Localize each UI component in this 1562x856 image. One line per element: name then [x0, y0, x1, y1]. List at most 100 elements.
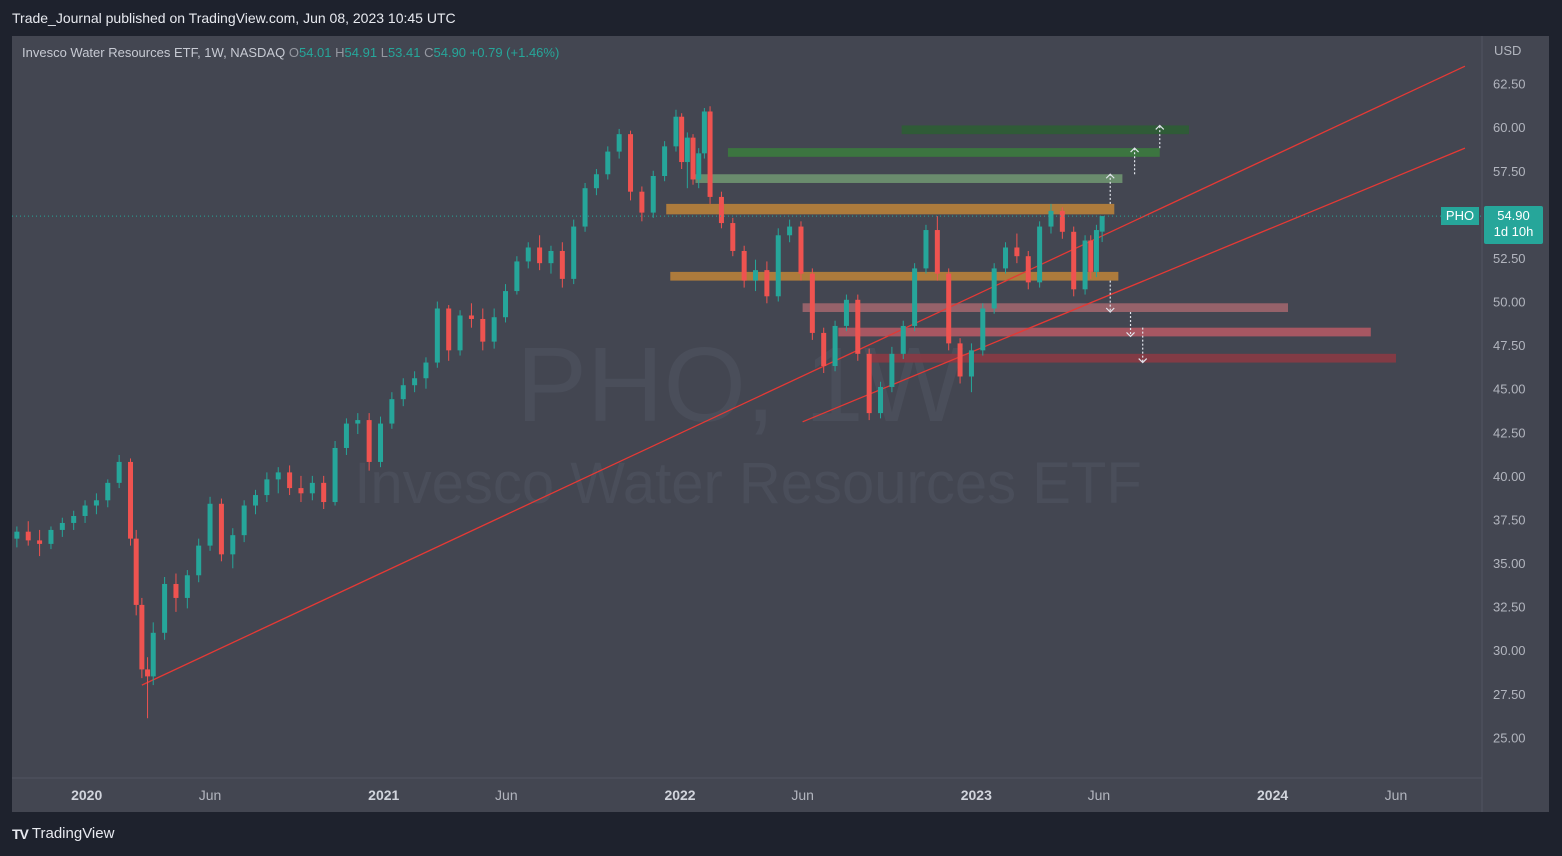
candle-body: [241, 505, 247, 536]
last-price-tag: 54.90 1d 10h: [1484, 206, 1543, 244]
candle-body: [616, 134, 622, 152]
price-axis-tick: 62.50: [1493, 77, 1526, 92]
candle-body: [173, 583, 179, 598]
time-axis-tick: Jun: [1088, 787, 1111, 803]
zones: [666, 125, 1396, 363]
candle-body: [1048, 210, 1054, 227]
candle-body: [571, 226, 577, 279]
trendline: [802, 147, 1466, 423]
candle-body: [821, 332, 827, 367]
candle-body: [218, 503, 224, 555]
candle-body: [14, 531, 20, 539]
symbol-legend: Invesco Water Resources ETF, 1W, NASDAQ …: [22, 45, 559, 61]
price-axis-tick: 52.50: [1493, 251, 1526, 266]
candle-body: [468, 315, 474, 319]
time-axis-tick: 2021: [368, 787, 399, 803]
candle-body: [378, 423, 384, 462]
change-value: +0.79 (+1.46%): [469, 45, 560, 60]
candle-body: [946, 273, 952, 344]
candle-body: [366, 420, 372, 462]
close-value: 54.90: [433, 45, 467, 60]
candle-body: [457, 315, 463, 351]
candle-body: [116, 461, 122, 483]
candle-body: [798, 226, 804, 274]
candle-body: [923, 230, 929, 269]
zone-band: [670, 271, 1119, 281]
last-price-countdown: 1d 10h: [1493, 224, 1534, 239]
candle-body: [389, 399, 395, 424]
candle-body: [968, 350, 974, 377]
candle-body: [105, 482, 111, 501]
time-axis-tick: 2023: [961, 787, 992, 803]
candle-body: [628, 134, 634, 192]
candle-body: [48, 529, 54, 544]
chart-svg[interactable]: PHO, 1W Invesco Water Resources ETF USD …: [12, 36, 1549, 812]
candle-body: [139, 604, 145, 670]
candle-body: [855, 299, 861, 354]
projection-arrow-head: [1155, 124, 1165, 130]
time-axis-tick: 2020: [71, 787, 102, 803]
low-label: L: [380, 45, 388, 60]
candle-body: [809, 273, 815, 333]
high-label: H: [335, 45, 345, 60]
candle-body: [332, 447, 338, 503]
candle-body: [287, 472, 293, 489]
candle-body: [593, 174, 599, 189]
candle-body: [298, 488, 304, 494]
candle-body: [764, 270, 770, 297]
price-axis-tick: 60.00: [1493, 120, 1526, 135]
candle-body: [128, 461, 134, 539]
candle-body: [400, 385, 406, 400]
candle-body: [355, 420, 361, 424]
price-axis-tick: 37.50: [1493, 512, 1526, 527]
candle-body: [1088, 240, 1094, 272]
candle-body: [741, 250, 747, 281]
candle-body: [343, 423, 349, 448]
zone-band: [695, 174, 1123, 183]
time-axis-tick: Jun: [495, 787, 518, 803]
candle-body: [662, 146, 668, 176]
candle-body: [321, 482, 327, 503]
candle-body: [787, 226, 793, 236]
candle-body: [1014, 247, 1020, 257]
last-price-symbol: PHO: [1445, 208, 1475, 223]
tradingview-logo-icon: TV: [12, 826, 29, 842]
time-axis-tick: 2024: [1257, 787, 1288, 803]
time-axis-tick: Jun: [791, 787, 814, 803]
candle-body: [150, 632, 156, 677]
footer-brand[interactable]: TV TradingView: [12, 820, 114, 848]
candle-body: [446, 308, 452, 351]
candle-body: [684, 137, 690, 163]
trendline: [141, 65, 1466, 686]
candle-body: [491, 317, 497, 342]
candle-body: [275, 472, 281, 480]
candle-body: [843, 299, 849, 326]
candle-body: [673, 116, 679, 147]
projection-arrow-head: [1105, 173, 1115, 179]
projection-arrow-head: [1130, 147, 1140, 153]
candle-body: [730, 223, 736, 251]
price-axis-tick: 32.50: [1493, 600, 1526, 615]
zone-band: [666, 203, 1115, 215]
price-axis-tick: 47.50: [1493, 338, 1526, 353]
candle-body: [145, 669, 151, 677]
candle-body: [537, 247, 543, 264]
candle-body: [253, 495, 259, 506]
zone-band: [901, 125, 1189, 135]
zone-band: [867, 353, 1396, 363]
candle-body: [207, 503, 213, 546]
candle-body: [133, 538, 139, 605]
candle-body: [548, 250, 554, 264]
publish-header: Trade_Journal published on TradingView.c…: [0, 0, 1562, 36]
price-axis: 62.5060.0057.5055.0052.5050.0047.5045.00…: [1493, 77, 1526, 746]
candle-body: [957, 343, 963, 377]
candle-body: [162, 583, 168, 633]
price-axis-tick: 50.00: [1493, 295, 1526, 310]
candle-body: [59, 522, 65, 530]
time-axis-tick: Jun: [199, 787, 222, 803]
candle-body: [753, 270, 759, 281]
chart-frame[interactable]: PHO, 1W Invesco Water Resources ETF USD …: [12, 36, 1549, 812]
price-axis-tick: 40.00: [1493, 469, 1526, 484]
zone-band: [802, 303, 1289, 312]
candle-body: [93, 500, 99, 506]
